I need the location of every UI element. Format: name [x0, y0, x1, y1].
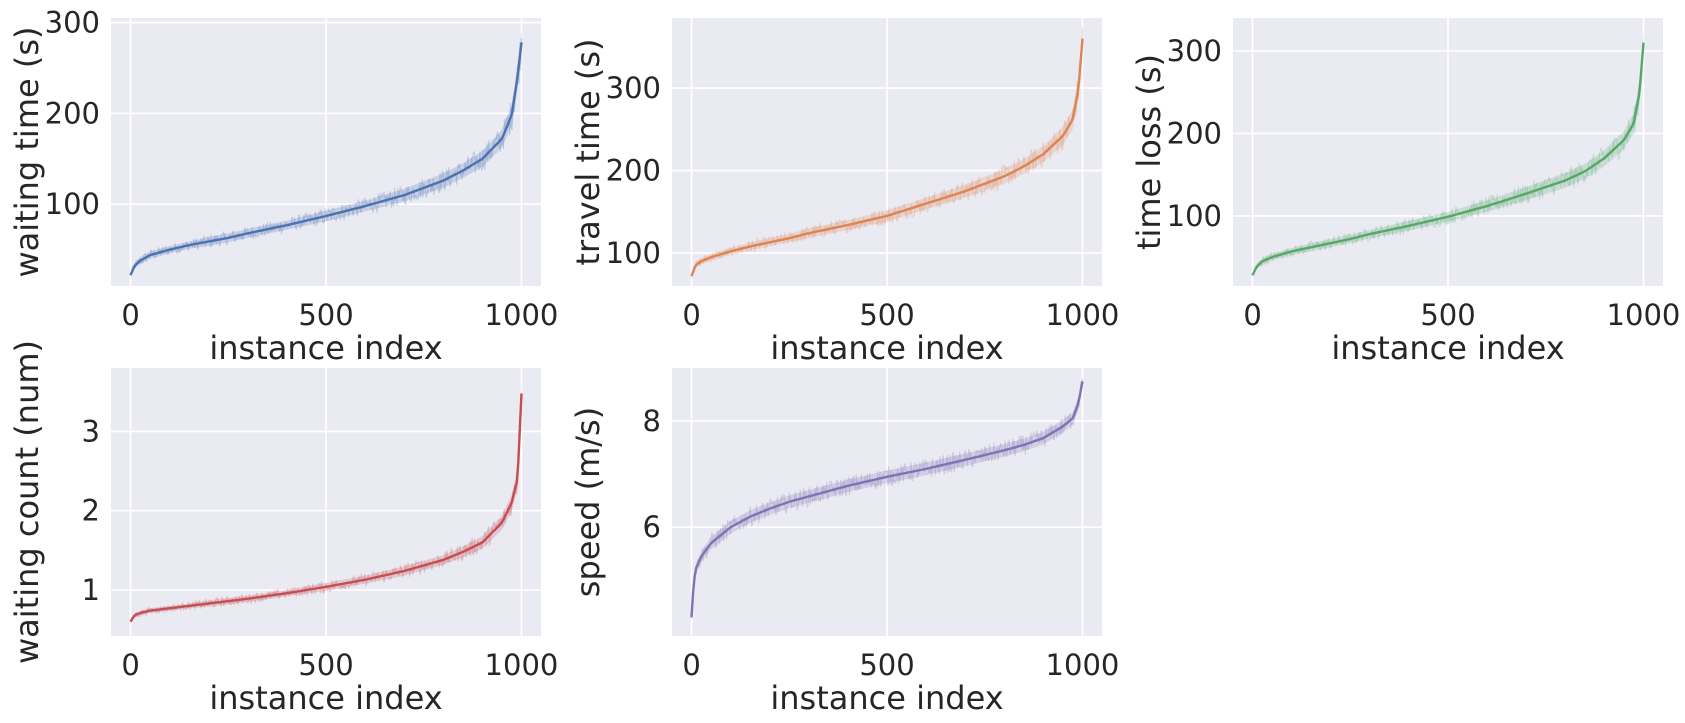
y-tick-label: 100: [1167, 199, 1222, 233]
confidence-band: [130, 28, 522, 277]
x-tick-label: 1000: [1607, 298, 1681, 332]
x-tick-label: 500: [298, 298, 353, 332]
y-axis-label: travel time (s): [569, 38, 607, 265]
x-axis-label: instance index: [209, 329, 442, 367]
x-axis-label: instance index: [770, 679, 1003, 717]
mean-line: [1251, 42, 1645, 276]
y-axis-label: speed (m/s): [569, 407, 607, 597]
x-tick-label: 0: [682, 298, 700, 332]
x-tick-label: 500: [1420, 298, 1475, 332]
chart-panel-5: 0 500 1000 6 8 instance index speed (m/s): [569, 368, 1119, 717]
x-tick-label: 1000: [485, 298, 559, 332]
x-axis-label: instance index: [1331, 329, 1564, 367]
mean-line: [129, 42, 523, 276]
raw-trace: [691, 27, 1083, 279]
y-tick-label: 200: [606, 154, 661, 188]
y-tick-label: 100: [606, 236, 661, 270]
x-axis-label: instance index: [770, 329, 1003, 367]
chart-panel-3: 0 500 1000 100 200 300 instance index time loss…: [1130, 18, 1680, 367]
y-axis-label: waiting time (s): [8, 27, 46, 278]
x-tick-label: 500: [859, 648, 914, 682]
y-tick-label: 300: [1167, 34, 1222, 68]
x-tick-label: 0: [121, 298, 139, 332]
x-tick-label: 500: [298, 648, 353, 682]
mean-line: [690, 381, 1084, 618]
x-tick-label: 1000: [1046, 298, 1120, 332]
x-tick-label: 1000: [1046, 648, 1120, 682]
x-axis-label: instance index: [209, 679, 442, 717]
y-axis-label: waiting count (num): [8, 340, 46, 664]
chart-panel-4: 0 500 1000 1 2 3 instance index waiting count (…: [8, 340, 558, 717]
y-tick-label: 3: [82, 414, 100, 448]
y-tick-label: 1: [82, 573, 100, 607]
chart-panel-2: 0 500 1000 100 200 300 instance index travel ti…: [569, 18, 1119, 367]
mean-line: [690, 38, 1084, 277]
y-tick-label: 300: [45, 6, 100, 40]
y-tick-label: 300: [606, 71, 661, 105]
y-tick-label: 200: [1167, 116, 1222, 150]
raw-trace: [1252, 42, 1644, 276]
chart-panel-1: 0 500 1000 100 200 300 instance index waiting t…: [8, 6, 558, 367]
x-tick-label: 0: [682, 648, 700, 682]
raw-trace: [691, 379, 1083, 615]
y-tick-label: 2: [82, 494, 100, 528]
y-tick-label: 200: [45, 96, 100, 130]
raw-trace: [130, 38, 522, 276]
x-tick-label: 1000: [485, 648, 559, 682]
y-axis-label: time loss (s): [1130, 54, 1168, 250]
x-tick-label: 0: [121, 648, 139, 682]
mean-line: [129, 393, 523, 623]
x-tick-label: 500: [859, 298, 914, 332]
y-tick-label: 6: [643, 510, 661, 544]
y-tick-label: 100: [45, 187, 100, 221]
x-tick-label: 0: [1243, 298, 1261, 332]
confidence-band: [130, 381, 522, 624]
y-tick-label: 8: [643, 404, 661, 438]
